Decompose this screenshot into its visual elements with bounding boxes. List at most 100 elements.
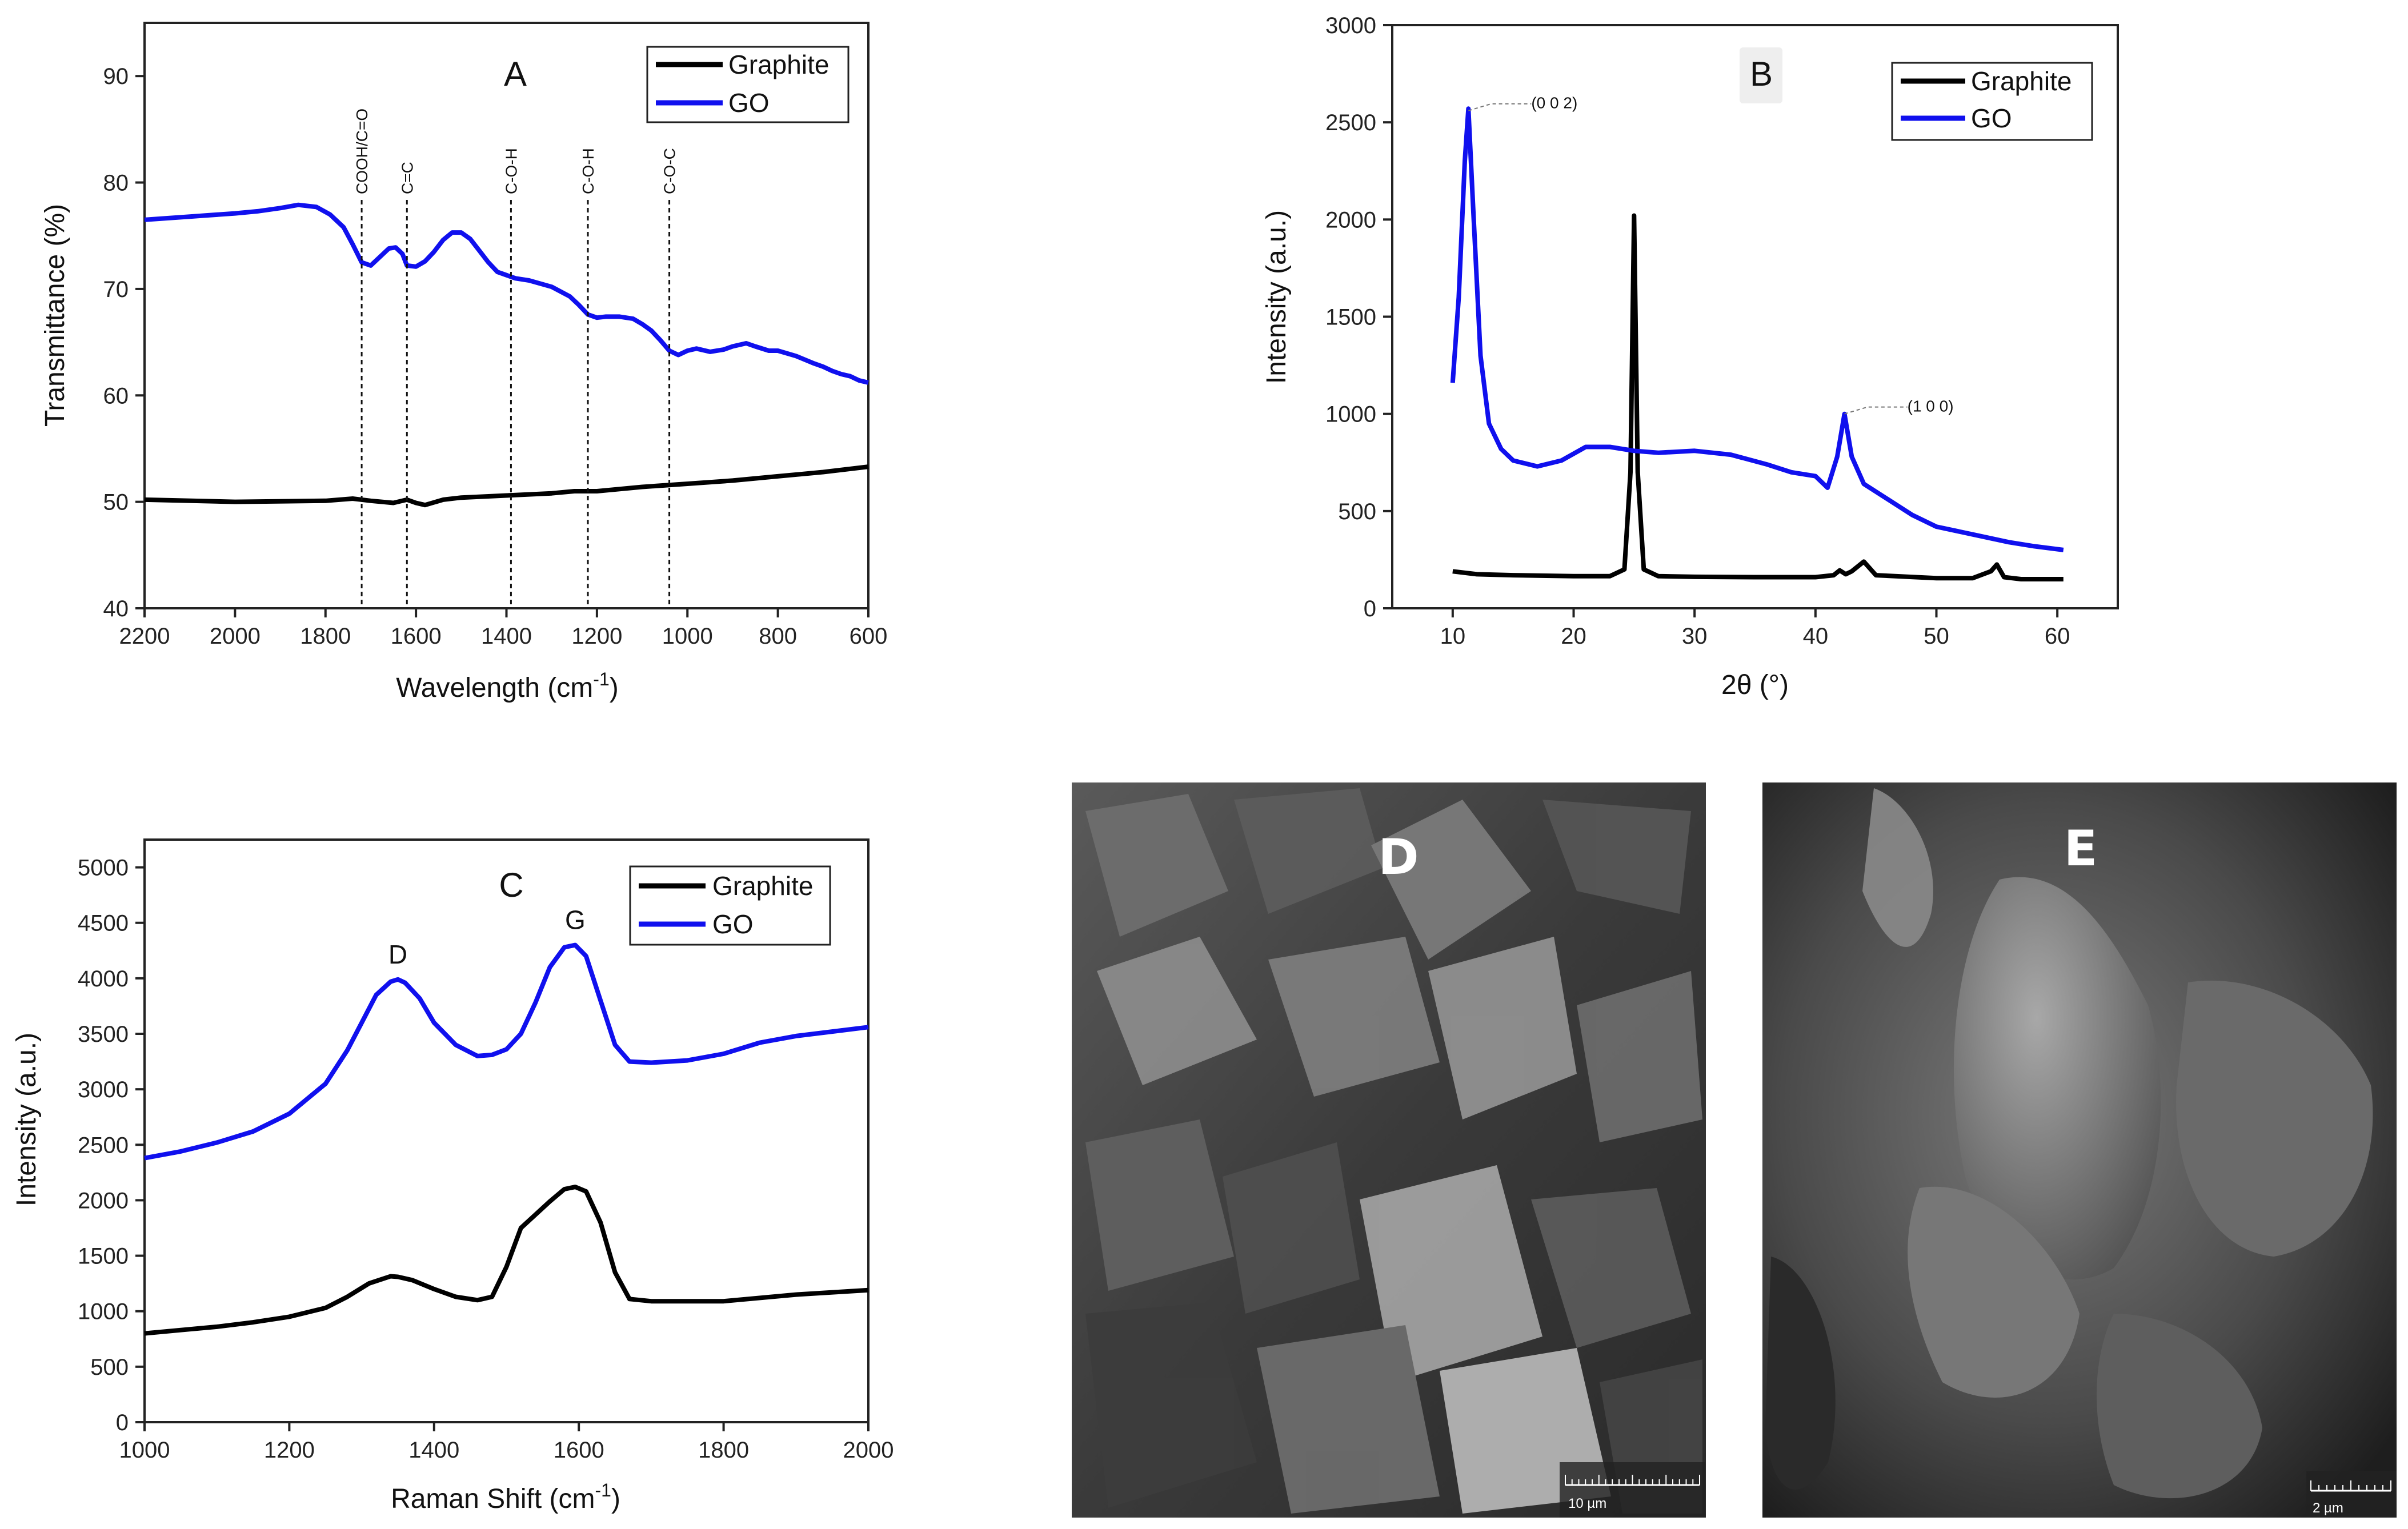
y-tick-label: 1000: [78, 1299, 129, 1325]
y-tick-label: 1000: [1325, 402, 1376, 427]
y-tick-label: 40: [103, 596, 129, 621]
x-tick-label: 1000: [119, 1438, 170, 1463]
y-tick-label: 4500: [78, 911, 129, 936]
panel-a-annotations: COOH/C=O C=C C-O-H C-O-H C-O-C: [353, 109, 679, 608]
sem-d-scale-bar: 10 µm: [1560, 1462, 1705, 1518]
panel-b-xrd-chart: (0 0 2) (1 0 0) 10 20 30 40 50 60 0 500 1000 1500…: [1261, 13, 2119, 700]
series-line-go: [1450, 106, 2064, 552]
x-tick-label: 1200: [571, 624, 622, 649]
y-tick-label: 2500: [1325, 110, 1376, 135]
y-tick-label: 3500: [78, 1022, 129, 1047]
x-tick-label: 30: [1682, 624, 1708, 649]
panel-c-xlabel: Raman Shift (cm-1): [391, 1480, 620, 1514]
x-tick-label: 600: [850, 624, 888, 649]
y-tick-label: 0: [1364, 596, 1376, 621]
y-tick-label: 60: [103, 383, 129, 408]
panel-c-title: C: [499, 866, 523, 904]
legend-label-go: GO: [1971, 103, 2012, 133]
panel-b-xlabel: 2θ (°): [1721, 670, 1789, 700]
sem-d-scale-text: 10 µm: [1568, 1496, 1606, 1511]
annot-label-2: C-O-H: [502, 148, 520, 194]
panel-b-peak-labels: (0 0 2) (1 0 0): [1468, 94, 1954, 415]
legend-box: [629, 865, 831, 946]
annot-label-0: COOH/C=O: [353, 109, 371, 194]
sem-e-scale-bar: 2 µm: [2306, 1471, 2397, 1518]
x-tick-label: 60: [2045, 624, 2070, 649]
peak-label-g: G: [565, 905, 586, 935]
peak-label-d: D: [388, 940, 407, 969]
legend-label-graphite: Graphite: [1971, 66, 2072, 96]
sem-e-scale-text: 2 µm: [2313, 1500, 2343, 1516]
y-tick-label: 3000: [78, 1077, 129, 1102]
sem-d-label: D: [1378, 829, 1419, 886]
series-line-graphite: [144, 1185, 869, 1336]
sem-e-label: E: [2064, 820, 2098, 877]
legend-box: [1891, 62, 2093, 141]
x-tick-label: 2000: [843, 1438, 894, 1463]
series-line-graphite: [144, 464, 869, 508]
series-line-go: [144, 942, 869, 1161]
y-tick-label: 500: [90, 1355, 129, 1380]
series-line-go: [144, 202, 869, 385]
x-tick-label: 1200: [264, 1438, 315, 1463]
x-tick-label: 2000: [210, 624, 261, 649]
y-tick-label: 5000: [78, 856, 129, 881]
panel-b-title-box: [1740, 47, 1782, 103]
x-tick-label: 40: [1803, 624, 1829, 649]
annot-label-4: C-O-C: [661, 148, 679, 194]
panel-b-title: B: [1750, 55, 1773, 93]
y-tick-label: 70: [103, 277, 129, 302]
panel-c-peak-labels: D G: [388, 905, 586, 969]
annot-label-1: C=C: [398, 162, 416, 194]
x-tick-label: 1800: [300, 624, 351, 649]
x-tick-label: 1800: [698, 1438, 749, 1463]
x-tick-label: 2200: [119, 624, 170, 649]
legend-label-go: GO: [712, 909, 754, 939]
panel-c-legend: Graphite GO: [629, 865, 831, 946]
x-tick-label: 1400: [481, 624, 532, 649]
sem-image-e: E 2 µm: [1762, 782, 2397, 1518]
annot-label-3: C-O-H: [579, 148, 597, 194]
y-tick-label: 1500: [1325, 305, 1376, 330]
y-tick-label: 2000: [78, 1188, 129, 1213]
sem-e-flakes: [1765, 788, 2373, 1499]
peak-leader-line: [1844, 406, 1908, 415]
y-tick-label: 50: [103, 490, 129, 515]
panel-a-xlabel: Wavelength (cm-1): [396, 669, 618, 703]
panel-a-legend: Graphite GO: [646, 46, 850, 123]
legend-box: [646, 46, 850, 123]
y-tick-label: 500: [1338, 499, 1376, 524]
x-tick-label: 20: [1561, 624, 1586, 649]
sem-d-flakes: [1085, 788, 1702, 1514]
y-tick-label: 0: [116, 1410, 129, 1435]
panel-a-ftir-chart: COOH/C=O C=C C-O-H C-O-H C-O-C 2200 2000 1…: [40, 22, 888, 703]
legend-label-graphite: Graphite: [728, 50, 829, 79]
x-tick-label: 10: [1440, 624, 1466, 649]
peak-label-002: (0 0 2): [1531, 94, 1577, 112]
legend-label-go: GO: [728, 88, 770, 118]
y-tick-label: 90: [103, 64, 129, 89]
panel-a-ylabel: Transmittance (%): [40, 204, 70, 427]
panel-c-ylabel: Intensity (a.u.): [11, 1033, 42, 1206]
x-tick-label: 1000: [662, 624, 713, 649]
panel-c-raman-chart: D G 1000 1200 1400 1600 1800 2000 0 500 1000 1500…: [11, 838, 894, 1514]
x-tick-label: 1600: [554, 1438, 604, 1463]
peak-leader-line: [1468, 103, 1532, 111]
y-tick-label: 4000: [78, 966, 129, 992]
x-tick-label: 1400: [408, 1438, 459, 1463]
panel-a-title: A: [504, 55, 527, 93]
y-tick-label: 80: [103, 171, 129, 196]
y-tick-label: 2500: [78, 1133, 129, 1158]
y-tick-label: 1500: [78, 1244, 129, 1269]
peak-label-100: (1 0 0): [1908, 398, 1954, 415]
x-tick-label: 50: [1924, 624, 1949, 649]
panel-b-legend: Graphite GO: [1891, 62, 2093, 141]
x-tick-label: 800: [759, 624, 797, 649]
series-line-graphite: [1452, 213, 2064, 581]
panel-b-ylabel: Intensity (a.u.): [1261, 210, 1292, 384]
x-tick-label: 1600: [391, 624, 442, 649]
y-tick-label: 3000: [1325, 13, 1376, 38]
y-tick-label: 2000: [1325, 207, 1376, 232]
sem-image-d: D 10 µm: [1072, 782, 1706, 1518]
